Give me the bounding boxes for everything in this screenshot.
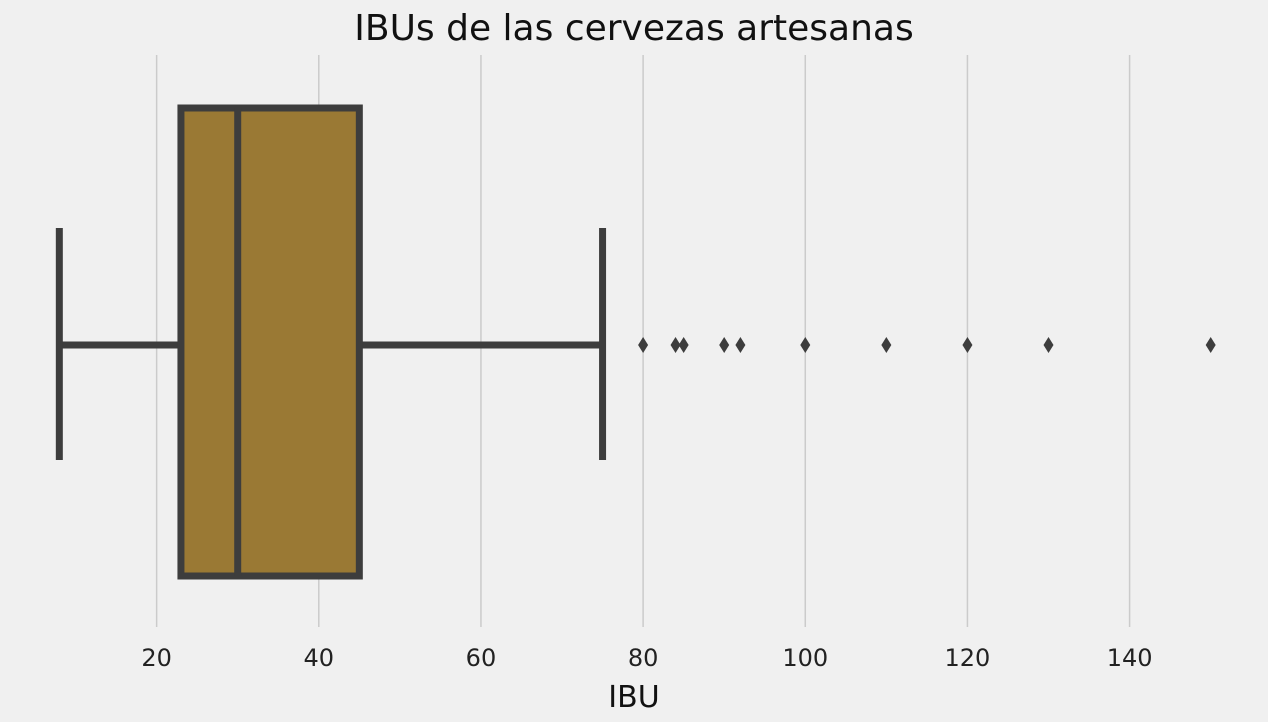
x-tick-label: 20 (141, 644, 172, 672)
outlier-point (1205, 337, 1216, 353)
x-tick-label: 140 (1107, 644, 1153, 672)
x-tick-label: 40 (304, 644, 335, 672)
x-axis-label: IBU (608, 680, 659, 715)
x-tick-label: 120 (945, 644, 991, 672)
interquartile-box (177, 104, 363, 580)
outlier-point (881, 337, 892, 353)
outlier-point (1043, 337, 1054, 353)
outlier-point (670, 337, 681, 353)
outlier-point (735, 337, 746, 353)
chart-title: IBUs de las cervezas artesanas (354, 8, 914, 49)
outlier-point (962, 337, 973, 353)
x-tick-label: 100 (782, 644, 828, 672)
outlier-point (678, 337, 689, 353)
x-axis-ticks: 20 40 60 80 100 120 140 (141, 644, 1152, 672)
boxplot (55, 104, 607, 580)
outlier-point (719, 337, 730, 353)
x-tick-label: 80 (628, 644, 659, 672)
outlier-point (638, 337, 649, 353)
outlier-point (800, 337, 811, 353)
x-tick-label: 60 (466, 644, 497, 672)
outliers (638, 337, 1216, 353)
